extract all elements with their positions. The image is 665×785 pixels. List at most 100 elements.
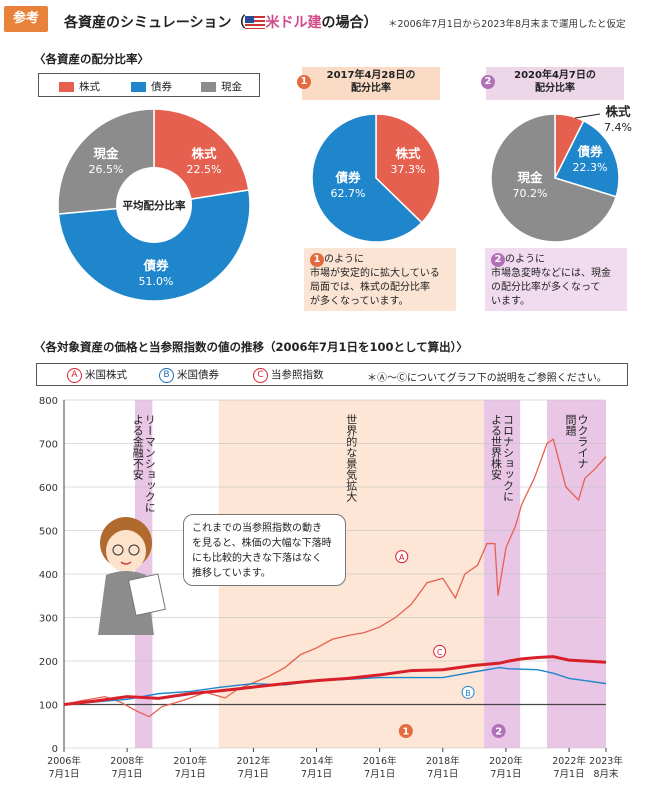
band-label-3-1: 問題 <box>564 414 577 437</box>
panel1-title: 2017年4月28日の 配分比率 <box>302 67 440 100</box>
history-section-title: 〈各対象資産の価格と当参照指数の値の推移（2006年7月1日を100として算出）… <box>34 340 468 354</box>
xtick-year-8: 2022年 <box>552 755 586 767</box>
legend-cash-label: 現金 <box>221 81 242 93</box>
series-C-line <box>63 655 607 706</box>
note1-marker: 1 <box>310 253 324 267</box>
series-A-line <box>63 438 607 718</box>
note2-box: 2 のように 市場急変時などには、現金 の配分比率が多くなって います。 <box>485 248 627 311</box>
pie1-value-0: 37.3% <box>391 163 426 176</box>
pie0-label-1: 債券 <box>142 258 169 273</box>
marker2-badge: 2 <box>481 75 495 89</box>
pie2-value-0: 7.4% <box>604 121 632 134</box>
pie0-center-label: 平均配分比率 <box>123 199 186 212</box>
band-label-2-1: よる世界株安 <box>489 414 502 481</box>
event-marker-label-0: 1 <box>402 727 409 738</box>
bond-swatch <box>131 82 146 92</box>
series-B-label-circle <box>461 685 475 699</box>
series-B-line <box>63 666 607 706</box>
series-A-label-circle <box>395 550 409 564</box>
pie0-value-1: 51.0% <box>139 275 174 288</box>
xtick-year-9: 2023年 <box>589 755 623 767</box>
pie0-slice-1 <box>57 189 251 302</box>
note1-box: 1 のように 市場が安定的に拡大している 局面では、株式の配分比率 が多くなってい… <box>304 248 456 311</box>
pie2-leader-line <box>574 113 601 119</box>
legend-stock-label: 株式 <box>79 81 100 93</box>
legend-b: B 米国債券 <box>159 367 219 383</box>
legend-cash: 現金 <box>201 79 242 94</box>
pie0-value-0: 22.5% <box>187 163 222 176</box>
stock-swatch <box>59 82 74 92</box>
xtick-date-0: 7月1日 <box>48 769 79 780</box>
legend-a-label: 米国株式 <box>85 369 127 381</box>
speech-bubble: これまでの当参照指数の動き を見ると、株価の大幅な下落時 にも比較的大きな下落は… <box>183 514 346 586</box>
xtick-year-2: 2010年 <box>173 755 207 767</box>
event-marker-label-1: 2 <box>495 727 502 738</box>
ytick-5: 500 <box>39 527 58 538</box>
presenter-illustration <box>98 517 166 635</box>
xtick-date-1: 7月1日 <box>112 769 143 780</box>
legend-c-label: 当参照指数 <box>271 369 324 381</box>
xtick-year-7: 2020年 <box>489 755 523 767</box>
page-title: 各資産のシミュレーション（ 米ドル建の場合） <box>64 12 377 32</box>
pie2-value-2: 70.2% <box>513 187 548 200</box>
allocation-pies: 株式 22.5% 債券 51.0% 現金 26.5% 平均配分比率 株式 37.3% 債券 62.7… <box>57 104 632 302</box>
pie0-label-2: 現金 <box>93 146 119 161</box>
pie0-label-0: 株式 <box>191 146 217 161</box>
allocation-section-title: 〈各資産の配分比率〉 <box>34 52 149 66</box>
legend-c-mark: C <box>253 367 268 383</box>
history-legend: A 米国株式 B 米国債券 C 当参照指数 ＊Ⓐ～Ⓒについてグラフ下の説明をご参照くだ… <box>36 363 628 386</box>
xtick-year-6: 2018年 <box>426 755 460 767</box>
xtick-year-3: 2012年 <box>237 755 271 767</box>
pie2-label-2: 現金 <box>517 170 543 185</box>
title-currency: 米ドル建 <box>265 15 322 31</box>
panel2-title: 2020年4月7日の 配分比率 <box>486 67 624 100</box>
ytick-6: 600 <box>39 483 58 494</box>
title-post: の場合） <box>321 15 378 31</box>
ytick-1: 100 <box>39 701 58 712</box>
band-label-1-0: 世界的な景気拡大 <box>345 414 358 502</box>
pie0-hole <box>116 167 192 243</box>
note1-body: 市場が安定的に拡大している 局面では、株式の配分比率 が多くなっています。 <box>310 268 440 307</box>
panel1-title-text: 2017年4月28日の 配分比率 <box>326 70 416 94</box>
xtick-date-3: 7月1日 <box>238 769 269 780</box>
xtick-year-0: 2006年 <box>47 755 81 767</box>
legend-stock: 株式 <box>59 79 100 94</box>
note1-head: のように <box>324 254 364 265</box>
band-label-0-0: リーマンショックに <box>143 414 156 513</box>
series-A-label: A <box>399 553 405 562</box>
reference-badge: 参考 <box>4 6 48 32</box>
ytick-0: 0 <box>52 744 58 755</box>
ytick-2: 200 <box>39 657 58 668</box>
note2-head: のように <box>505 254 545 265</box>
xtick-year-5: 2016年 <box>363 755 397 767</box>
legend-b-mark: B <box>159 367 174 383</box>
ytick-8: 800 <box>39 396 58 407</box>
legend-bond: 債券 <box>131 79 172 94</box>
pie2-label-0: 株式 <box>605 104 631 119</box>
header-note: ＊2006年7月1日から2023年8月末まで運用したと仮定 <box>388 19 626 30</box>
pie2-slice-2 <box>490 113 618 243</box>
event-marker-1 <box>491 724 506 738</box>
band-label-0-1: よる金融不安 <box>131 414 144 481</box>
pie1-value-1: 62.7% <box>331 187 366 200</box>
ytick-4: 400 <box>39 570 58 581</box>
xtick-year-4: 2014年 <box>300 755 334 767</box>
xtick-date-4: 7月1日 <box>301 769 332 780</box>
allocation-legend: 株式 債券 現金 <box>38 73 260 97</box>
xtick-year-1: 2008年 <box>110 755 144 767</box>
pie2-label-1: 債券 <box>576 144 603 159</box>
xtick-date-2: 7月1日 <box>175 769 206 780</box>
speech-text: これまでの当参照指数の動き を見ると、株価の大幅な下落時 にも比較的大きな下落は… <box>192 523 332 579</box>
series-C-label-circle <box>433 644 447 658</box>
note2-body: 市場急変時などには、現金 の配分比率が多くなって います。 <box>491 268 611 307</box>
legend-a-mark: A <box>67 367 82 383</box>
legend-a: A 米国株式 <box>67 367 127 383</box>
pie1-label-0: 株式 <box>395 146 421 161</box>
xtick-date-6: 7月1日 <box>427 769 458 780</box>
xtick-date-9: 8月末 <box>593 768 619 780</box>
ytick-3: 300 <box>39 614 58 625</box>
legend-b-label: 米国債券 <box>177 369 219 381</box>
legend-bond-label: 債券 <box>151 81 172 93</box>
band-label-3-0: ウクライナ <box>576 414 589 469</box>
